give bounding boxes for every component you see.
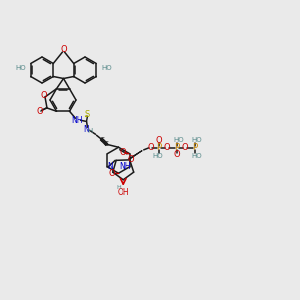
Text: H: H <box>117 185 122 190</box>
Text: HO: HO <box>191 153 202 159</box>
Text: HO: HO <box>191 137 202 143</box>
Text: N: N <box>107 162 113 171</box>
Text: O: O <box>182 143 188 152</box>
Text: O: O <box>60 46 67 55</box>
Text: O: O <box>155 136 162 146</box>
Text: O: O <box>164 143 170 152</box>
Text: NH: NH <box>72 116 83 125</box>
Text: C: C <box>100 137 104 143</box>
Text: HO: HO <box>173 137 184 143</box>
Text: C: C <box>103 141 108 147</box>
Text: P: P <box>174 143 179 152</box>
Text: HO: HO <box>15 65 26 71</box>
Text: O: O <box>128 155 134 164</box>
Text: H: H <box>88 128 93 134</box>
Text: O: O <box>173 150 180 159</box>
Text: NH: NH <box>119 162 130 171</box>
Text: P: P <box>192 143 197 152</box>
Text: O: O <box>37 107 43 116</box>
Text: O: O <box>108 169 115 178</box>
Text: HO: HO <box>101 65 112 71</box>
Text: O: O <box>41 91 47 100</box>
Text: N: N <box>84 125 89 134</box>
Text: HO: HO <box>152 153 163 159</box>
Text: S: S <box>85 110 90 119</box>
Text: P: P <box>156 143 161 152</box>
Text: O: O <box>147 143 154 152</box>
Text: OH: OH <box>117 188 129 197</box>
Text: O: O <box>119 148 126 157</box>
